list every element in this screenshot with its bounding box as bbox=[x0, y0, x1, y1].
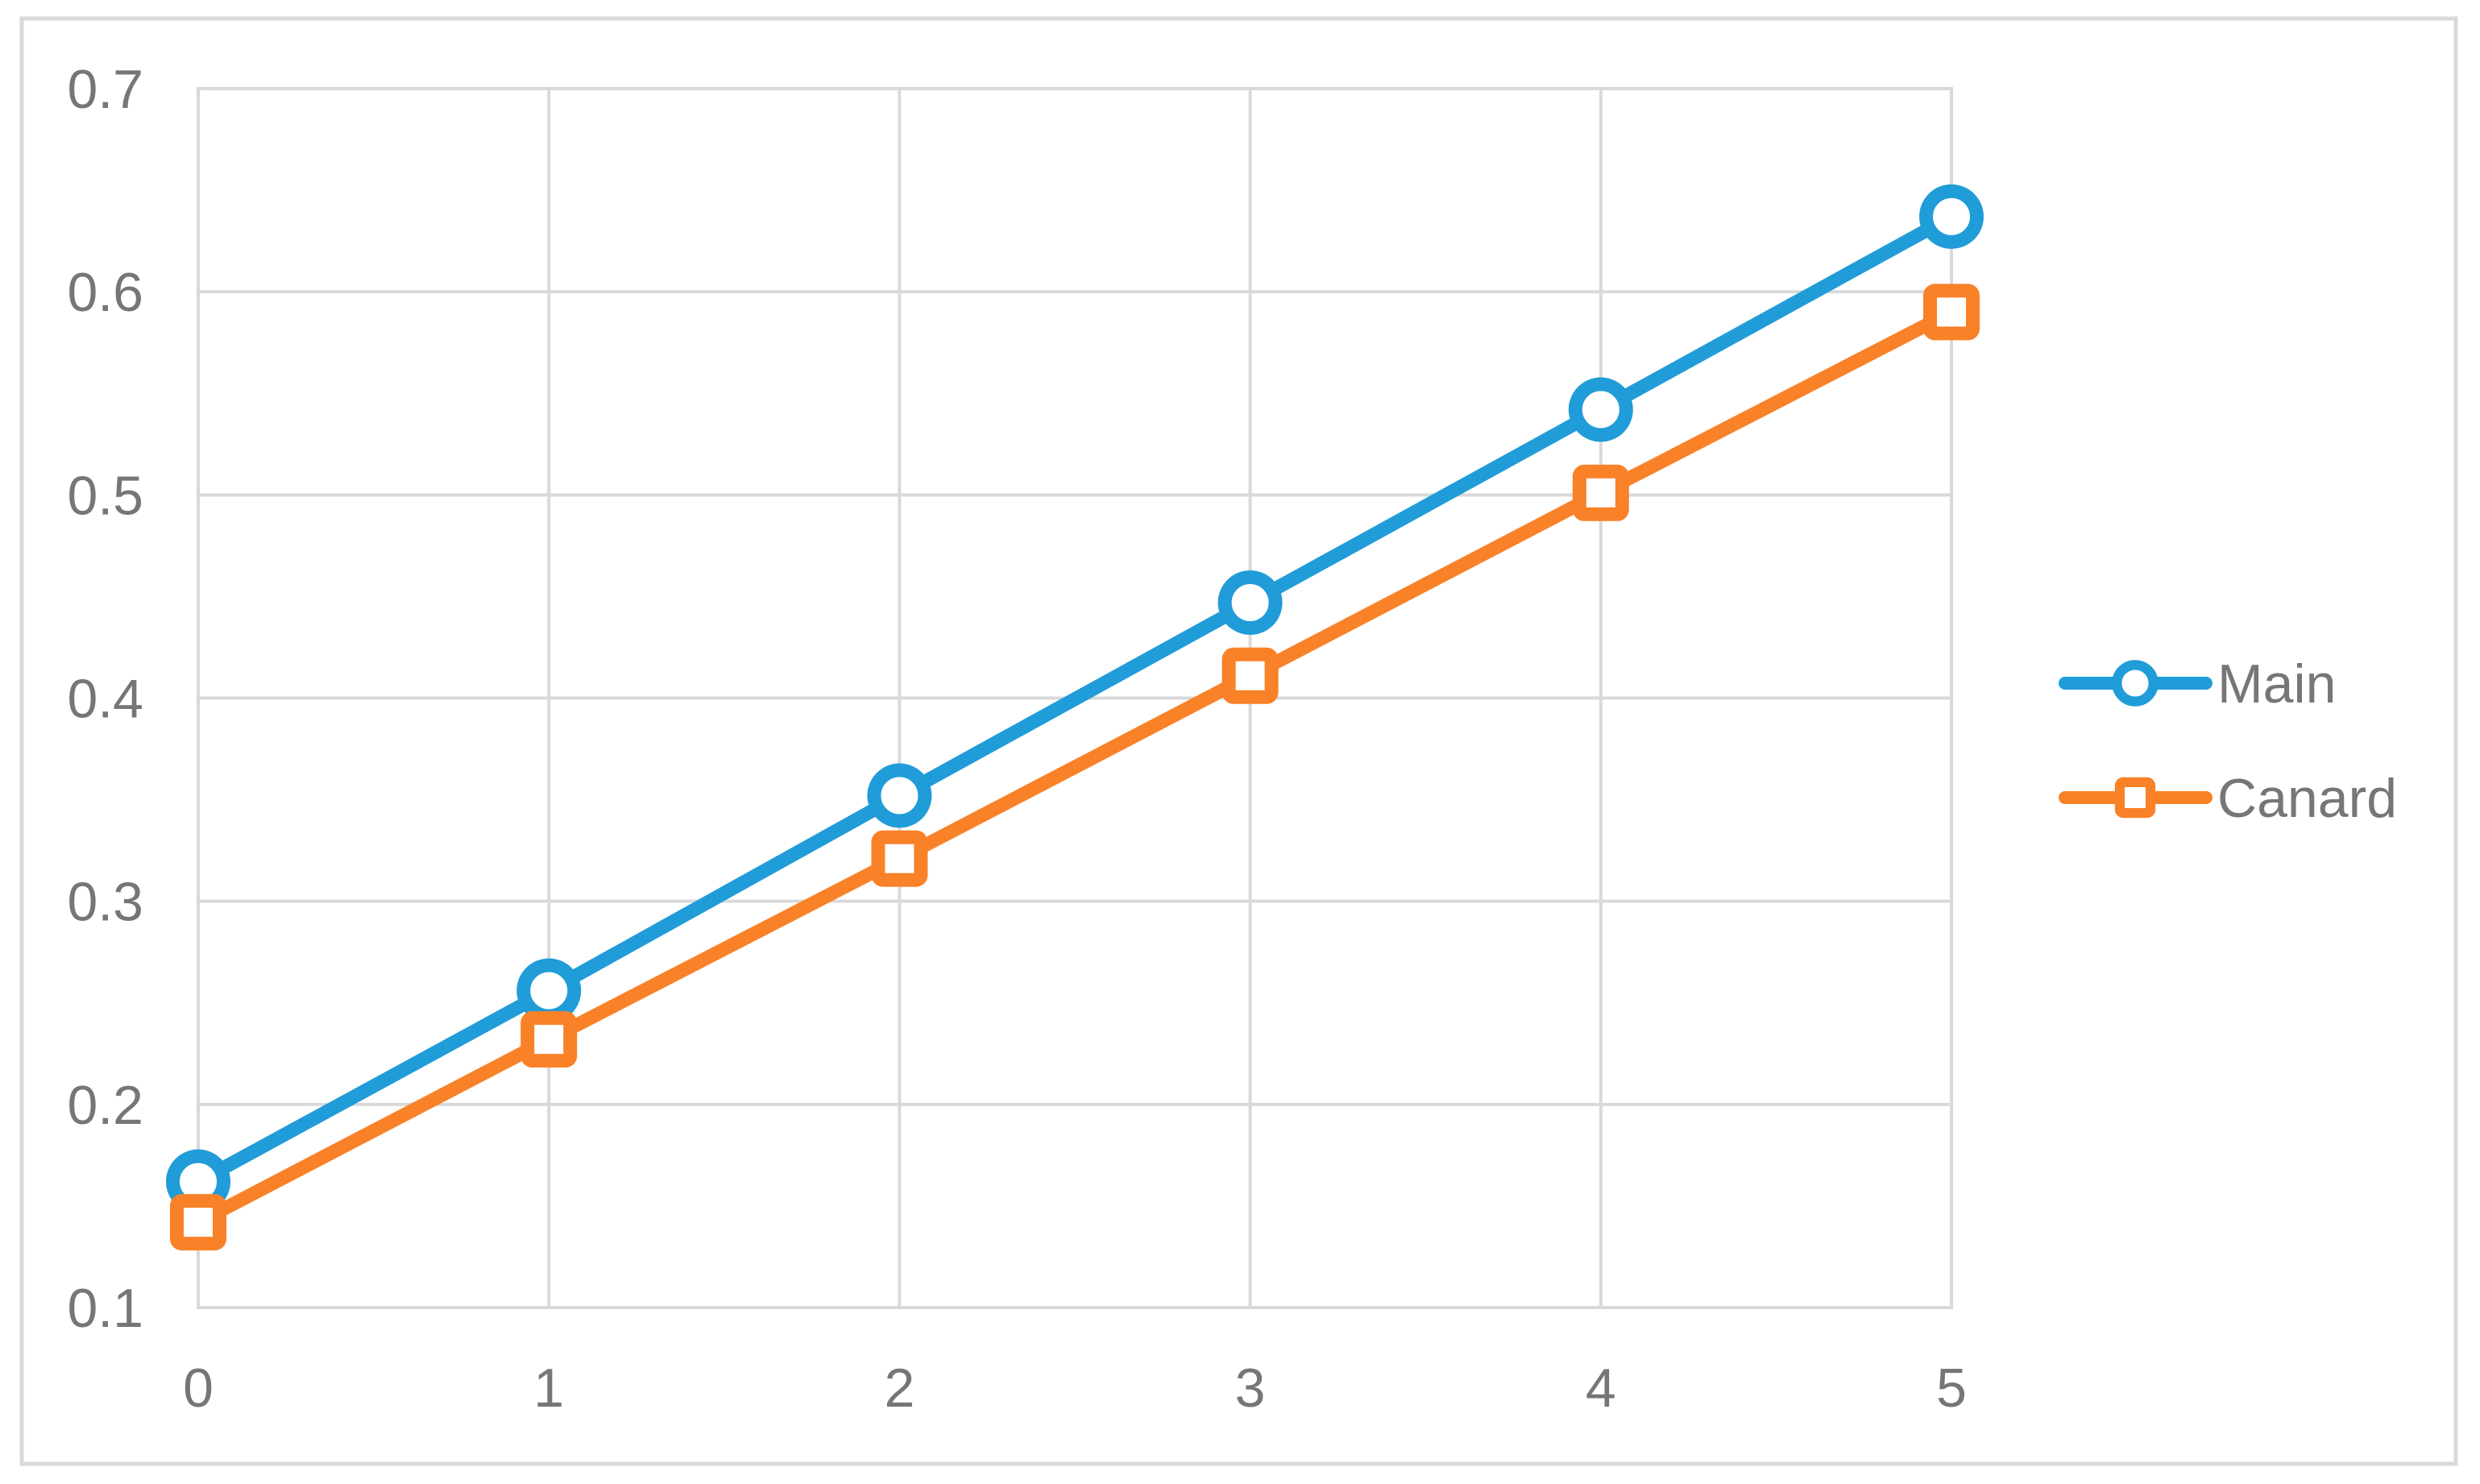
y-axis-tick-labels: 0.1 0.2 0.3 0.4 0.5 0.6 0.7 bbox=[67, 59, 143, 1339]
x-tick-label: 0 bbox=[183, 1358, 214, 1419]
legend-label: Canard bbox=[2217, 768, 2397, 829]
data-point-marker-square bbox=[170, 1194, 226, 1251]
data-point-marker-square bbox=[1221, 647, 1279, 704]
series-canard bbox=[170, 284, 1980, 1251]
data-point-marker-circle bbox=[1919, 184, 1984, 249]
y-tick-label: 0.6 bbox=[67, 262, 143, 323]
series-line-main bbox=[191, 209, 1959, 1189]
legend: Main Canard bbox=[2059, 653, 2397, 829]
x-tick-label: 5 bbox=[1936, 1358, 1967, 1419]
legend-item-canard: Canard bbox=[2059, 768, 2397, 829]
data-point-marker-square bbox=[1923, 284, 1980, 341]
y-tick-label: 0.2 bbox=[67, 1075, 143, 1136]
y-tick-label: 0.1 bbox=[67, 1278, 143, 1339]
data-point-marker-circle bbox=[2112, 660, 2159, 707]
y-tick-label: 0.3 bbox=[67, 872, 143, 933]
data-point-marker-circle bbox=[1568, 377, 1633, 442]
y-tick-label: 0.7 bbox=[67, 59, 143, 120]
series-main bbox=[166, 184, 1984, 1214]
y-tick-label: 0.5 bbox=[67, 465, 143, 526]
legend-item-main: Main bbox=[2059, 653, 2336, 715]
series-line-canard bbox=[191, 305, 1959, 1229]
y-tick-label: 0.4 bbox=[67, 669, 143, 730]
plot-area-border bbox=[197, 87, 1953, 1309]
x-tick-label: 3 bbox=[1235, 1358, 1266, 1419]
x-axis-tick-labels: 0 1 2 3 4 5 bbox=[183, 1358, 1967, 1419]
data-point-marker-square bbox=[520, 1011, 578, 1068]
data-point-marker-circle bbox=[867, 763, 932, 828]
chart-outer-border bbox=[19, 16, 2458, 1466]
data-point-marker-circle bbox=[1217, 570, 1283, 635]
data-series bbox=[166, 184, 1984, 1251]
legend-label: Main bbox=[2217, 653, 2336, 715]
data-point-marker-square bbox=[871, 830, 928, 887]
data-point-marker-square bbox=[2114, 777, 2156, 819]
data-point-marker-square bbox=[1572, 464, 1629, 521]
x-tick-label: 1 bbox=[533, 1358, 564, 1419]
data-point-marker-circle bbox=[516, 958, 582, 1023]
x-tick-label: 4 bbox=[1586, 1358, 1616, 1419]
x-tick-label: 2 bbox=[884, 1358, 914, 1419]
